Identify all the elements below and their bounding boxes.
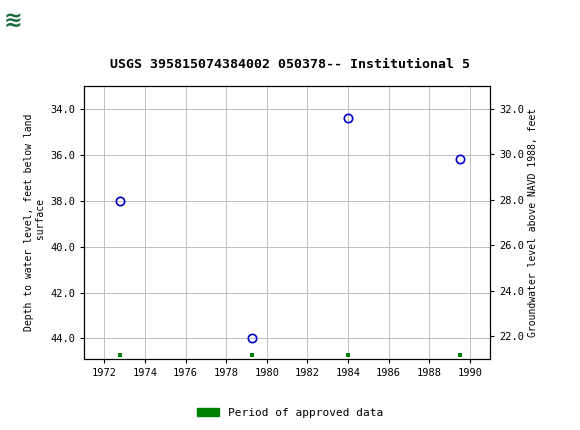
Text: USGS: USGS (32, 12, 87, 29)
Bar (3, 3, 61, 37)
Text: ≋: ≋ (4, 10, 23, 31)
Y-axis label: Groundwater level above NAVD 1988, feet: Groundwater level above NAVD 1988, feet (528, 108, 538, 337)
Legend: Period of approved data: Period of approved data (193, 403, 387, 422)
Text: USGS 395815074384002 050378-- Institutional 5: USGS 395815074384002 050378-- Institutio… (110, 58, 470, 71)
Y-axis label: Depth to water level, feet below land
 surface: Depth to water level, feet below land su… (24, 114, 46, 331)
